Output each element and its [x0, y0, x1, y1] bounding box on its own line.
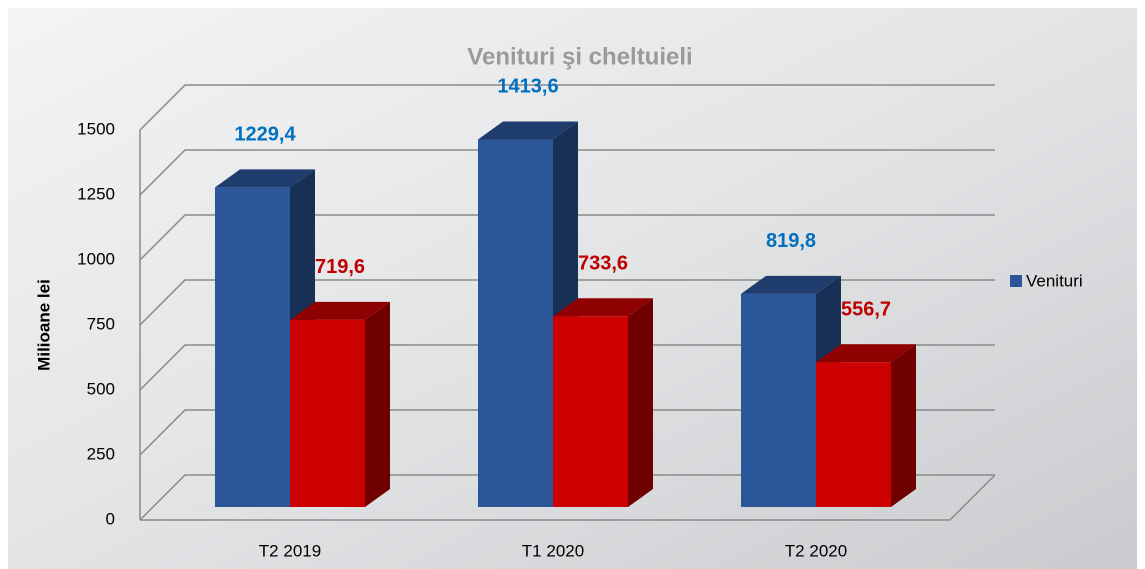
chart: Venituri şi cheltuieli Milioane lei 0 250…	[0, 0, 1145, 569]
y-tick-label: 1500	[77, 119, 115, 138]
y-tick-label: 0	[106, 509, 115, 528]
chart-title: Venituri şi cheltuieli	[467, 43, 692, 70]
y-tick-label: 750	[87, 314, 115, 333]
y-tick-label: 1250	[77, 184, 115, 203]
value-label: 733,6	[578, 253, 628, 275]
value-label: 556,7	[841, 299, 891, 321]
bar	[816, 362, 891, 507]
y-tick-label: 500	[87, 379, 115, 398]
value-label: 1413,6	[497, 76, 558, 98]
bar-side	[891, 344, 916, 507]
bar	[290, 320, 365, 507]
x-tick-label: T2 2020	[785, 541, 847, 560]
bar-side	[365, 302, 390, 507]
bar	[553, 316, 628, 507]
bar-side	[628, 298, 653, 507]
y-tick-label: 250	[87, 444, 115, 463]
page: Venituri şi cheltuieli Milioane lei 0 250…	[0, 0, 1145, 569]
bar	[478, 139, 553, 507]
value-label: 819,8	[766, 230, 816, 252]
bar	[215, 187, 290, 507]
legend-label: Venituri	[1026, 271, 1083, 290]
x-tick-label: T1 2020	[522, 541, 584, 560]
y-tick-label: 1000	[77, 249, 115, 268]
value-label: 719,6	[315, 256, 365, 278]
bar	[741, 294, 816, 507]
x-tick-label: T2 2019	[259, 541, 321, 560]
value-label: 1229,4	[234, 124, 296, 146]
y-axis-label: Milioane lei	[34, 279, 53, 371]
legend-swatch	[1010, 275, 1022, 287]
